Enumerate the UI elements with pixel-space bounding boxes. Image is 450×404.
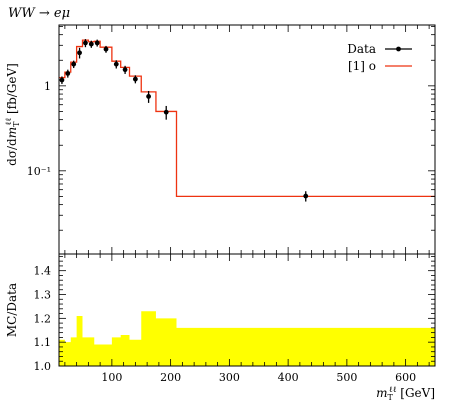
data-point [163, 105, 169, 120]
data-point-marker [88, 41, 94, 47]
ratio-panel: 1.0 1.1 1.2 1.3 1.4 100 200 300 400 500 600 MC/Dat… [5, 253, 436, 402]
main-axes: 1 10⁻¹ [27, 24, 436, 255]
data-point-marker [303, 193, 309, 199]
x-tick-label: 200 [160, 371, 181, 384]
x-tick-label: 500 [336, 371, 357, 384]
data-point [103, 45, 109, 53]
data-point [65, 69, 71, 78]
y-label-part: m [5, 127, 19, 138]
ratio-y-tick-label: 1.2 [34, 312, 52, 325]
ratio-y-axis-label: MC/Data [5, 283, 19, 337]
x-label-subscript: T [387, 393, 393, 402]
legend-entry: [1] o [348, 59, 412, 73]
main-frame [58, 24, 436, 255]
data-point [94, 39, 100, 47]
main-y-axis-label: dσ/dmTℓℓ [fb/GeV] [4, 63, 21, 166]
y-tick-label: 1 [44, 80, 51, 93]
y-label-subscript: T [12, 121, 21, 127]
data-point [113, 60, 119, 69]
data-point [122, 65, 128, 74]
data-point-marker [83, 40, 88, 46]
data-point [88, 40, 94, 48]
data-point [146, 90, 151, 103]
data-point-marker [94, 40, 100, 46]
data-point-marker [146, 94, 151, 99]
ratio-band-fill [59, 311, 435, 366]
data-point-marker [163, 109, 169, 115]
data-point-marker [59, 77, 65, 83]
y-tick-label: 10⁻¹ [27, 165, 51, 178]
chart-title: WW → eμ [8, 6, 70, 21]
x-label-part: m [376, 386, 387, 400]
data-point-marker [132, 76, 138, 82]
data-points [59, 39, 309, 202]
data-point-marker [113, 61, 119, 67]
legend-entry: Data [347, 42, 412, 56]
ratio-band [59, 311, 435, 366]
data-point-marker [71, 61, 77, 67]
data-point-marker [122, 67, 128, 73]
data-point-marker [103, 46, 109, 52]
legend-label: Data [347, 42, 376, 56]
ratio-axes: 1.0 1.1 1.2 1.3 1.4 100 200 300 400 500 600 [34, 253, 436, 384]
main-panel: 1 10⁻¹ Data [1] o dσ/dmTℓℓ [fb/GeV] [4, 24, 436, 255]
y-label-superscript: ℓℓ [4, 118, 13, 126]
ratio-y-tick-label: 1.4 [34, 265, 52, 278]
x-tick-label: 100 [101, 371, 122, 384]
x-tick-label: 400 [278, 371, 299, 384]
ratio-y-tick-label: 1.1 [34, 336, 52, 349]
data-point [71, 60, 77, 69]
legend-label: [1] o [348, 59, 376, 73]
ratio-y-tick-label: 1.3 [34, 289, 52, 302]
data-point-marker [65, 71, 71, 76]
data-point [132, 75, 138, 84]
data-point-marker [77, 50, 82, 56]
data-point [77, 47, 82, 59]
x-label-part: [GeV] [396, 386, 435, 400]
x-label-superscript: ℓℓ [389, 385, 397, 394]
y-label-part: dσ/d [5, 138, 19, 166]
x-tick-label: 300 [219, 371, 240, 384]
legend-marker-swatch [396, 46, 401, 52]
data-point [59, 76, 65, 85]
data-point [83, 39, 88, 48]
data-point [303, 191, 309, 202]
ratio-y-tick-label: 1.0 [34, 360, 52, 373]
legend: Data [1] o [347, 42, 412, 73]
ratio-frame [58, 253, 436, 367]
y-label-part: [fb/GeV] [5, 63, 19, 118]
x-tick-label: 600 [395, 371, 416, 384]
x-axis-label: mTℓℓ [GeV] [376, 385, 435, 402]
